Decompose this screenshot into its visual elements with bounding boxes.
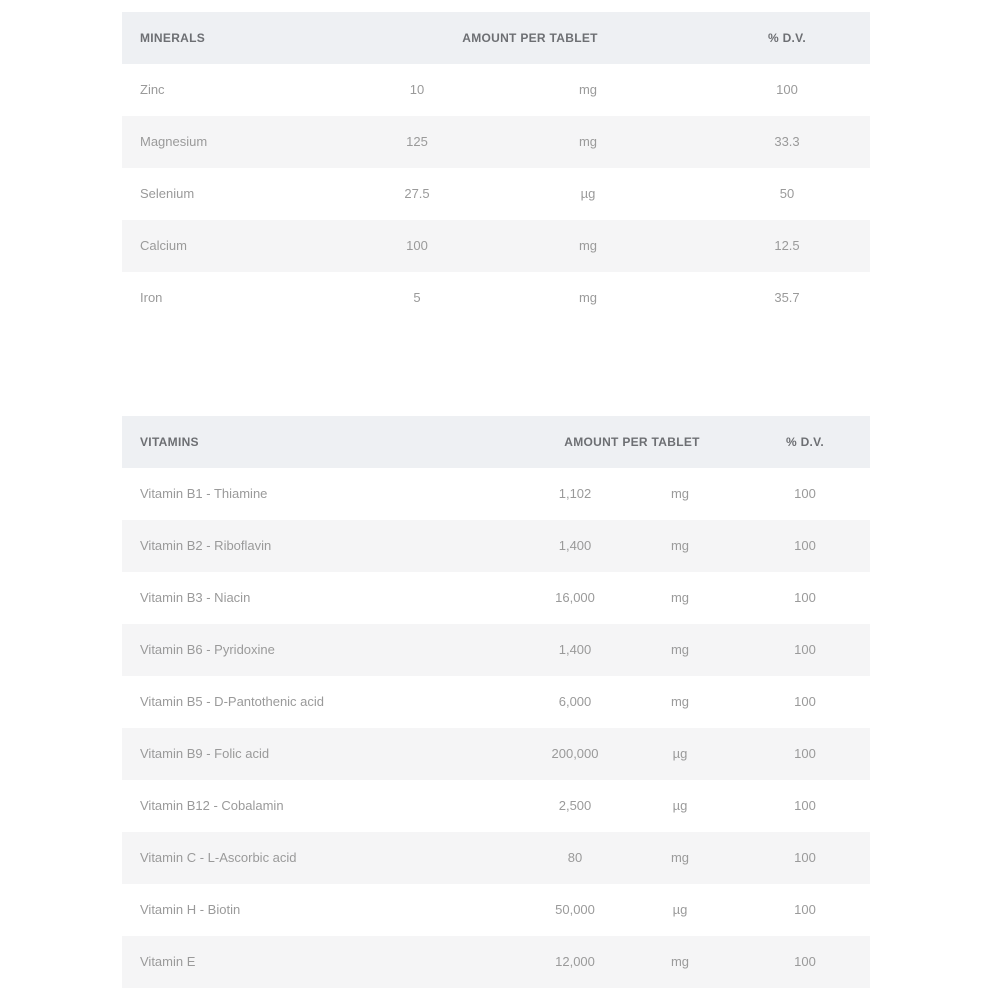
daily-value: 100: [794, 642, 816, 657]
unit: mg: [670, 538, 690, 553]
amount: 1,102: [558, 486, 592, 501]
amount: 1,400: [558, 538, 592, 553]
unit: µg: [580, 186, 596, 201]
unit: mg: [578, 290, 598, 305]
daily-value: 100: [794, 694, 816, 709]
minerals-table: MINERALS AMOUNT PER TABLET % D.V. Zinc 10…: [122, 12, 870, 324]
nutrient-name: Vitamin B1 - Thiamine: [140, 486, 268, 501]
table-row: Vitamin B3 - Niacin 16,000 mg 100: [122, 572, 870, 624]
unit: mg: [670, 486, 690, 501]
table-header: VITAMINS AMOUNT PER TABLET % D.V.: [122, 416, 870, 468]
daily-value: 33.3: [774, 134, 800, 149]
amount: 1,400: [558, 642, 592, 657]
table-row: Vitamin B12 - Cobalamin 2,500 µg 100: [122, 780, 870, 832]
table-row: Vitamin B9 - Folic acid 200,000 µg 100: [122, 728, 870, 780]
nutrient-name: Vitamin B2 - Riboflavin: [140, 538, 272, 553]
table-row: Vitamin B5 - D-Pantothenic acid 6,000 mg…: [122, 676, 870, 728]
table-header: MINERALS AMOUNT PER TABLET % D.V.: [122, 12, 870, 64]
table-row: Vitamin C - L-Ascorbic acid 80 mg 100: [122, 832, 870, 884]
amount: 6,000: [558, 694, 592, 709]
daily-value: 100: [794, 538, 816, 553]
nutrient-name: Vitamin E: [140, 954, 196, 969]
nutrient-name: Vitamin H - Biotin: [140, 902, 241, 917]
unit: mg: [578, 134, 598, 149]
amount: 125: [406, 134, 428, 149]
amount: 100: [406, 238, 428, 253]
unit: mg: [670, 590, 690, 605]
daily-value: 100: [794, 746, 816, 761]
nutrient-name: Selenium: [140, 186, 195, 201]
daily-value: 100: [794, 590, 816, 605]
table-row: Vitamin B2 - Riboflavin 1,400 mg 100: [122, 520, 870, 572]
table-row: Selenium 27.5 µg 50: [122, 168, 870, 220]
nutrient-name: Vitamin B9 - Folic acid: [140, 746, 270, 761]
table-row: Calcium 100 mg 12.5: [122, 220, 870, 272]
table-row: Zinc 10 mg 100: [122, 64, 870, 116]
nutrient-name: Iron: [140, 290, 163, 305]
unit: µg: [672, 798, 688, 813]
daily-value: 100: [794, 954, 816, 969]
unit: mg: [578, 82, 598, 97]
unit: µg: [672, 746, 688, 761]
nutrient-name: Vitamin B6 - Pyridoxine: [140, 642, 275, 657]
amount: 12,000: [555, 954, 595, 969]
header-name: VITAMINS: [140, 435, 199, 449]
header-dv: % D.V.: [785, 435, 825, 449]
header-dv: % D.V.: [767, 31, 807, 45]
amount: 200,000: [551, 746, 599, 761]
table-row: Iron 5 mg 35.7: [122, 272, 870, 324]
table-row: Vitamin B6 - Pyridoxine 1,400 mg 100: [122, 624, 870, 676]
amount: 2,500: [558, 798, 592, 813]
header-amount: AMOUNT PER TABLET: [462, 31, 598, 45]
unit: mg: [670, 954, 690, 969]
unit: mg: [670, 642, 690, 657]
daily-value: 100: [794, 486, 816, 501]
nutrient-name: Zinc: [140, 82, 165, 97]
nutrient-name: Calcium: [140, 238, 187, 253]
nutrient-name: Vitamin B12 - Cobalamin: [140, 798, 284, 813]
unit: mg: [670, 694, 690, 709]
nutrient-name: Vitamin B5 - D-Pantothenic acid: [140, 694, 325, 709]
vitamins-table: VITAMINS AMOUNT PER TABLET % D.V. Vitamin…: [122, 416, 870, 988]
unit: µg: [672, 902, 688, 917]
nutrient-name: Vitamin C - L-Ascorbic acid: [140, 850, 297, 865]
table-row: Magnesium 125 mg 33.3: [122, 116, 870, 168]
nutrient-name: Magnesium: [140, 134, 208, 149]
nutrient-name: Vitamin B3 - Niacin: [140, 590, 251, 605]
table-row: Vitamin B1 - Thiamine 1,102 mg 100: [122, 468, 870, 520]
amount: 10: [409, 82, 425, 97]
amount: 50,000: [555, 902, 595, 917]
amount: 80: [567, 850, 583, 865]
daily-value: 35.7: [774, 290, 800, 305]
daily-value: 100: [776, 82, 798, 97]
amount: 16,000: [555, 590, 595, 605]
header-amount: AMOUNT PER TABLET: [564, 435, 700, 449]
amount: 27.5: [404, 186, 430, 201]
amount: 5: [413, 290, 421, 305]
table-row: Vitamin E 12,000 mg 100: [122, 936, 870, 988]
daily-value: 12.5: [774, 238, 800, 253]
daily-value: 100: [794, 902, 816, 917]
unit: mg: [578, 238, 598, 253]
table-row: Vitamin H - Biotin 50,000 µg 100: [122, 884, 870, 936]
unit: mg: [670, 850, 690, 865]
daily-value: 100: [794, 850, 816, 865]
daily-value: 100: [794, 798, 816, 813]
daily-value: 50: [779, 186, 795, 201]
header-name: MINERALS: [140, 31, 206, 45]
